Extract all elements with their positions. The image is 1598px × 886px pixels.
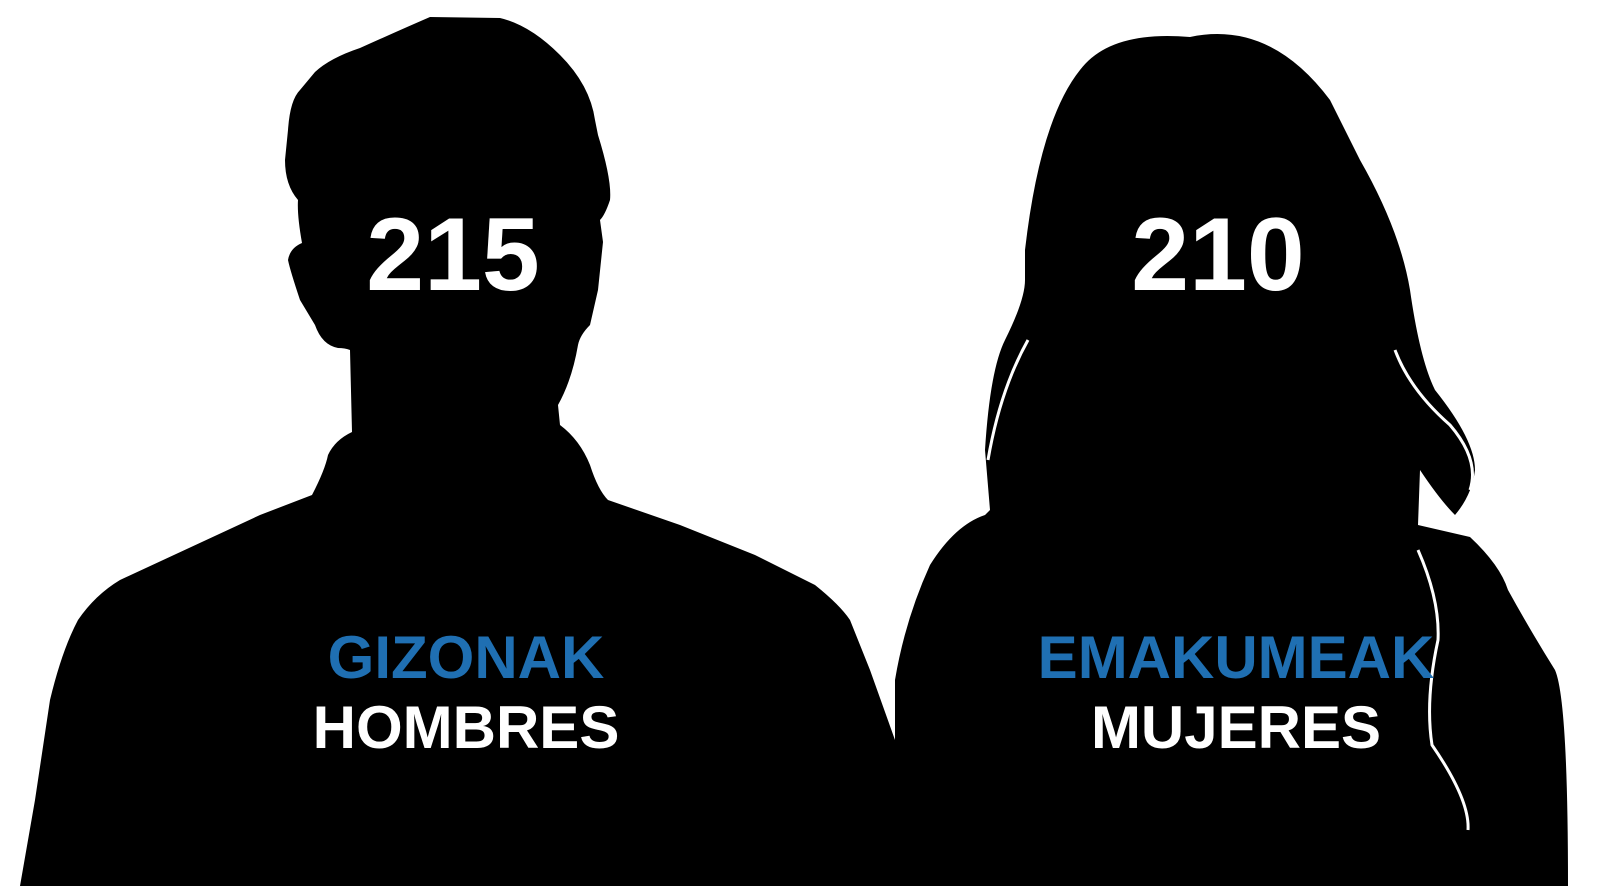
count: 210 [1131, 197, 1305, 313]
label-spanish: HOMBRES [313, 694, 620, 761]
label-basque: GIZONAK [328, 624, 605, 691]
count: 215 [366, 197, 540, 313]
label-basque: EMAKUMEAK [1038, 624, 1435, 691]
label-spanish: MUJERES [1091, 694, 1381, 761]
infographic: 215 GIZONAKHOMBRES 210 EMAKUMEAKMUJERES [0, 0, 1598, 886]
page: 215GIZONAKHOMBRES210EMAKUMEAKMUJERES (()… [0, 0, 1598, 886]
